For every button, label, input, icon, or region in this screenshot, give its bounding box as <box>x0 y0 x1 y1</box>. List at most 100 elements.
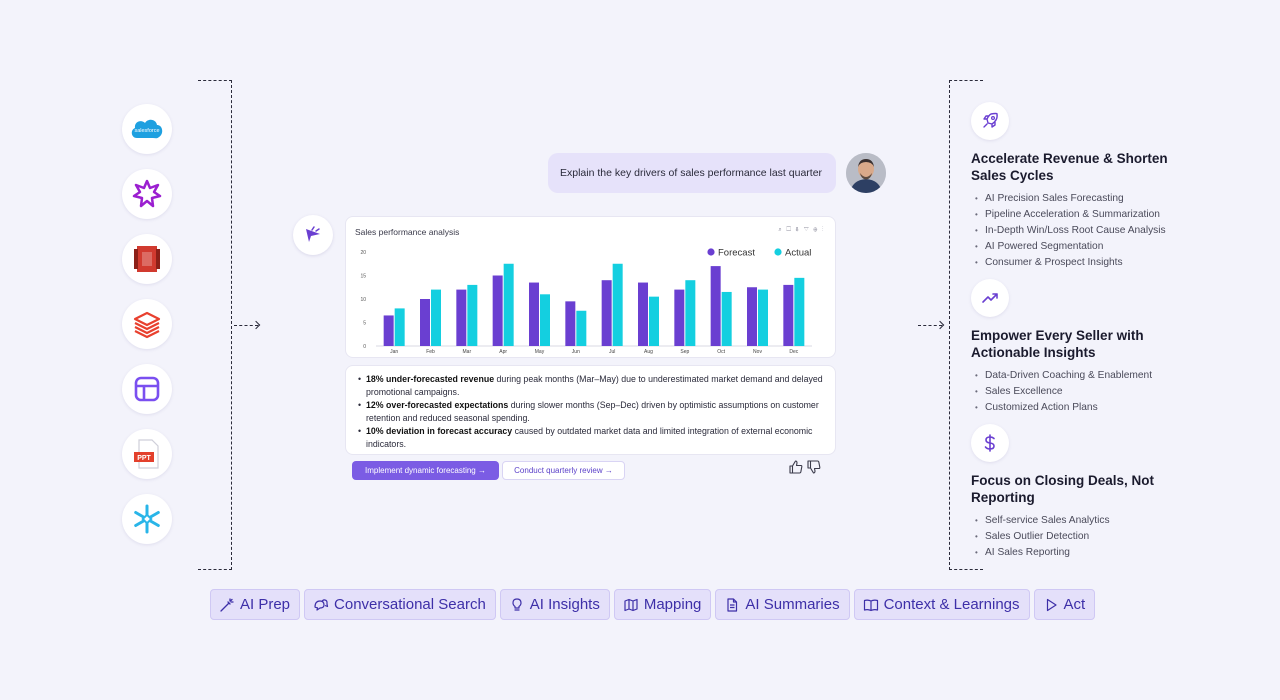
feature-list-closing: Self-service Sales Analytics Sales Outli… <box>975 513 1110 561</box>
databricks-icon[interactable] <box>122 299 172 349</box>
x-tick-label: Jun <box>572 349 580 355</box>
user-avatar[interactable] <box>846 153 886 193</box>
bar-forecast <box>638 282 648 346</box>
pill-label: Conversational Search <box>334 596 486 613</box>
assistant-avatar <box>293 215 333 255</box>
y-tick-label: 5 <box>363 321 366 327</box>
y-tick-label: 0 <box>363 344 366 350</box>
pill-act[interactable]: Act <box>1033 589 1096 620</box>
x-tick-label: Jan <box>390 349 398 355</box>
legend-marker-forecast <box>707 248 715 256</box>
lightbulb-icon <box>509 597 525 613</box>
thumbs-down-icon[interactable] <box>807 460 821 479</box>
pill-label: AI Summaries <box>745 596 840 613</box>
bar-forecast <box>492 275 503 346</box>
pill-ai-insights[interactable]: AI Insights <box>499 589 610 620</box>
play-icon <box>1043 597 1059 613</box>
bar-actual <box>721 291 732 346</box>
x-tick-label: Aug <box>644 349 653 355</box>
magic-wand-icon <box>219 597 235 613</box>
x-tick-label: Nov <box>753 349 762 355</box>
pill-ai-summaries[interactable]: AI Summaries <box>715 589 850 620</box>
bar-forecast <box>383 315 394 346</box>
right-flow-arrow <box>918 320 945 330</box>
feature-item: Pipeline Acceleration & Summarization <box>975 207 1166 223</box>
burst-icon[interactable] <box>122 169 172 219</box>
chart-card: Sales performance analysis ⌕ ☐ ⇩ ▽ ⊕ ⋮ 0… <box>345 216 836 358</box>
y-tick-label: 10 <box>360 297 366 303</box>
dollar-icon <box>971 424 1009 462</box>
insight-item: 18% under-forecasted revenue during peak… <box>358 373 823 398</box>
quarterly-review-button[interactable]: Conduct quarterly review → <box>502 461 625 480</box>
pill-conversational-search[interactable]: Conversational Search <box>304 589 496 620</box>
chat-bubbles-icon <box>313 597 329 613</box>
feature-title-revenue: Accelerate Revenue & Shorten Sales Cycle… <box>971 151 1168 183</box>
feature-item: Sales Outlier Detection <box>975 529 1110 545</box>
bar-forecast <box>710 266 721 346</box>
insight-text: during peak months (Mar–May) due to unde… <box>366 374 823 397</box>
document-icon <box>724 597 740 613</box>
bar-actual <box>540 294 550 346</box>
feature-item: AI Powered Segmentation <box>975 239 1166 255</box>
implement-forecasting-button[interactable]: Implement dynamic forecasting → <box>352 461 499 480</box>
bar-forecast <box>456 289 467 346</box>
feature-item: In-Depth Win/Loss Root Cause Analysis <box>975 223 1166 239</box>
x-tick-label: Oct <box>717 349 725 355</box>
bar-actual <box>794 277 805 346</box>
map-icon <box>623 597 639 613</box>
feature-list-seller: Data-Driven Coaching & Enablement Sales … <box>975 368 1152 416</box>
insights-list: 18% under-forecasted revenue during peak… <box>358 373 823 450</box>
bar-actual <box>394 308 405 346</box>
x-tick-label: Feb <box>426 349 435 355</box>
bar-actual <box>758 289 768 346</box>
pill-label: Mapping <box>643 596 702 613</box>
pill-context-learnings[interactable]: Context & Learnings <box>853 589 1030 620</box>
aws-s3-icon[interactable] <box>122 234 172 284</box>
rocket-icon <box>971 102 1009 140</box>
bar-actual <box>649 296 659 346</box>
bar-forecast <box>783 284 794 346</box>
pill-ai-prep[interactable]: AI Prep <box>210 589 301 620</box>
x-tick-label: Sep <box>680 349 689 355</box>
bar-forecast <box>747 287 757 346</box>
user-message-text: Explain the key drivers of sales perform… <box>560 167 823 179</box>
insight-highlight: 10% deviation in forecast accuracy <box>366 426 513 436</box>
insight-highlight: 18% under-forecasted revenue <box>366 374 495 384</box>
x-tick-label: May <box>535 349 545 355</box>
pill-mapping[interactable]: Mapping <box>613 589 712 620</box>
pill-label: Act <box>1063 596 1086 613</box>
thumbs-up-icon[interactable] <box>789 460 803 479</box>
trending-up-icon <box>971 279 1009 317</box>
bar-forecast <box>674 289 685 346</box>
insight-highlight: 12% over-forecasted expectations <box>366 400 509 410</box>
ppt-file-icon[interactable]: PPT <box>122 429 172 479</box>
insight-text: during slower months (Sep–Dec) driven by… <box>366 400 819 423</box>
chart-toolbar[interactable]: ⌕ ☐ ⇩ ▽ ⊕ ⋮ <box>778 227 825 233</box>
book-icon <box>863 597 879 613</box>
x-tick-label: Mar <box>463 349 472 355</box>
feature-title-closing: Focus on Closing Deals, Not Reporting <box>971 473 1155 505</box>
insights-card: 18% under-forecasted revenue during peak… <box>345 365 836 455</box>
feature-list-revenue: AI Precision Sales Forecasting Pipeline … <box>975 191 1166 271</box>
feature-item: Consumer & Prospect Insights <box>975 255 1166 271</box>
feature-item: Customized Action Plans <box>975 400 1152 416</box>
x-tick-label: Apr <box>499 349 507 355</box>
y-tick-label: 20 <box>360 250 366 256</box>
bar-actual <box>467 284 478 346</box>
table-layout-icon[interactable] <box>122 364 172 414</box>
legend-label-actual: Actual <box>785 248 811 259</box>
legend-label-forecast: Forecast <box>718 248 755 259</box>
bar-forecast <box>529 282 539 346</box>
bar-actual <box>503 263 514 346</box>
salesforce-logo-text: salesforce <box>134 128 159 134</box>
snowflake-icon[interactable] <box>122 494 172 544</box>
bar-forecast <box>601 280 612 346</box>
feature-item: Data-Driven Coaching & Enablement <box>975 368 1152 384</box>
pill-label: Context & Learnings <box>883 596 1020 613</box>
insight-item: 12% over-forecasted expectations during … <box>358 399 823 424</box>
feature-item: Self-service Sales Analytics <box>975 513 1110 529</box>
salesforce-icon[interactable]: salesforce <box>122 104 172 154</box>
pill-label: AI Prep <box>240 596 291 613</box>
bar-actual <box>685 280 696 346</box>
feature-item: AI Precision Sales Forecasting <box>975 191 1166 207</box>
